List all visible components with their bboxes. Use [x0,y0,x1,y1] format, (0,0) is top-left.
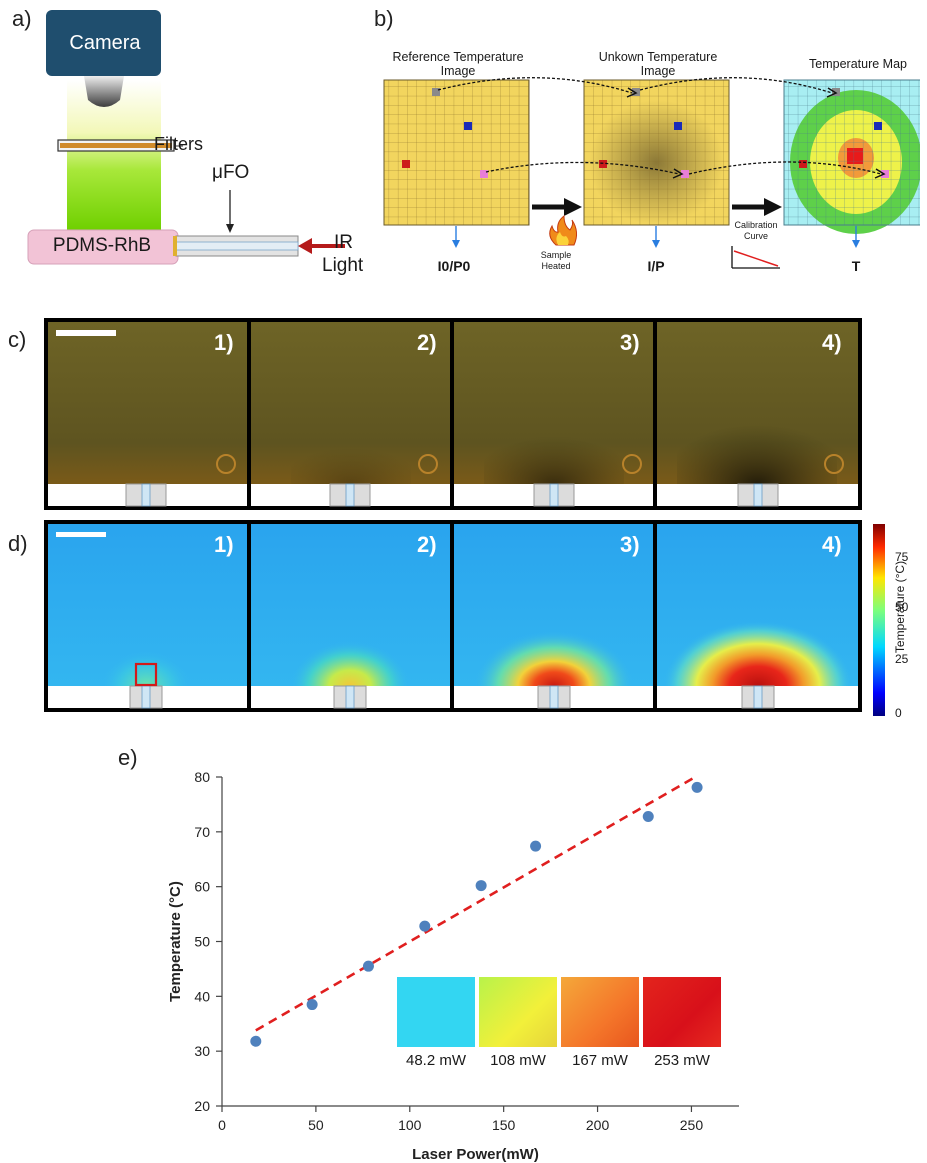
sample-label: PDMS-RhB [52,235,152,256]
calib-line2: Curve [743,231,768,241]
colorbar-tick-0: 0 [895,706,902,720]
d-frame-4 [657,524,858,709]
unk-title-line1: Unkown Temperature [598,50,718,64]
colorbar-tick-25: 25 [895,652,909,666]
panel-d-letter: d) [8,531,28,556]
fiber-tip [173,236,177,256]
x-tick-label: 250 [680,1117,704,1133]
c-frame-1 [48,322,247,507]
panel-a-letter: a) [12,6,32,31]
heated-line2: Heated [541,261,571,271]
x-tick-label: 150 [492,1117,516,1133]
d-frame-4-label: 4) [822,532,842,557]
camera-body [46,10,161,76]
unknown-title: Unkown Temperature Image [574,50,742,78]
swatch-108mw [479,977,557,1047]
heated-label: Sample Heated [526,250,586,272]
ufo-label: μFO [212,162,250,183]
swatch-label-4: 253 mW [654,1052,710,1069]
data-point [250,1035,262,1047]
panel-b-letter: b) [374,6,394,31]
camera-label: Camera [69,32,141,54]
unk-formula: I/P [647,258,665,274]
c-frame-4-label: 4) [822,330,842,355]
d-frame-1 [48,524,247,709]
panel-c-letter: c) [8,327,27,352]
data-point [642,810,654,822]
x-tick-label: 200 [586,1117,610,1133]
c-frame-3-label: 3) [620,330,640,355]
panel-d-temperature-maps [44,520,862,712]
unk-title-line2: Image [640,64,676,78]
ref-formula: I0/P0 [437,258,471,274]
d-frame-1-label: 1) [214,532,234,557]
ref-title-line1: Reference Temperature [392,50,524,64]
y-tick-label: 40 [194,988,210,1004]
calib-line1: Calibration [734,220,778,230]
colorbar-tick-75: 75 [895,550,909,564]
panel-e-letter: e) [118,745,138,770]
map-formula: T [851,258,861,274]
c-frame-3 [454,322,653,507]
panel-b-method-diagram [383,77,920,269]
d-frame-3-label: 3) [620,532,640,557]
ir-label-2: Light [322,255,364,276]
swatch-label-3: 167 mW [572,1052,628,1069]
flame-icon [549,214,578,246]
y-axis-label: Temperature (°C) [167,881,184,1002]
c-frame-1-label: 1) [214,330,234,355]
x-axis-label: Laser Power(mW) [412,1146,539,1163]
x-tick-label: 50 [308,1117,324,1133]
fit-line [255,774,698,1032]
y-tick-label: 50 [194,934,210,950]
ir-label-1: IR [334,232,353,253]
inset-swatches: 48.2 mW 108 mW 167 mW 253 mW [397,977,727,1069]
y-tick-label: 30 [194,1043,210,1059]
y-tick-label: 80 [194,769,210,785]
data-point [362,960,374,972]
colorbar-title: Temperature (°C) [893,560,907,654]
colorbar-tick-50: 50 [895,600,909,614]
data-point [691,781,703,793]
data-point [530,840,542,852]
d-frame-2 [251,524,450,709]
data-point [419,920,431,932]
swatch-48mw [397,977,475,1047]
panel-a-setup-diagram [27,10,345,265]
data-point [306,999,318,1011]
panel-e-scatter-chart: 20 30 40 50 60 70 80 0 50 100 150 200 250 Laser Power… [167,769,739,1163]
filters-label: Filters [154,134,203,154]
ref-title: Reference Temperature Image [374,50,542,78]
light-beam [67,80,161,230]
region-of-interest-box [134,662,158,687]
c-frame-4 [657,322,858,507]
c-frame-2 [251,322,450,507]
map-title: Temperature Map [809,57,907,71]
swatch-167mw [561,977,639,1047]
swatch-253mw [643,977,721,1047]
data-point [475,880,487,892]
swatch-label-2: 108 mW [490,1052,546,1069]
panel-c-fluorescence-images [44,318,862,510]
d-frame-3 [454,524,653,709]
x-tick-label: 100 [398,1117,422,1133]
swatch-label-1: 48.2 mW [405,1052,466,1069]
y-tick-label: 60 [194,879,210,895]
ref-title-line2: Image [440,64,476,78]
calibration-label: Calibration Curve [726,220,786,242]
colorbar [873,524,885,716]
objective-lens [84,76,124,107]
y-tick-label: 20 [194,1098,210,1114]
y-tick-label: 70 [194,824,210,840]
x-tick-label: 0 [218,1117,226,1133]
heated-line1: Sample [540,250,572,260]
c-frame-2-label: 2) [417,330,437,355]
d-frame-2-label: 2) [417,532,437,557]
filter-glass [60,143,172,148]
fiber-core [175,241,299,251]
